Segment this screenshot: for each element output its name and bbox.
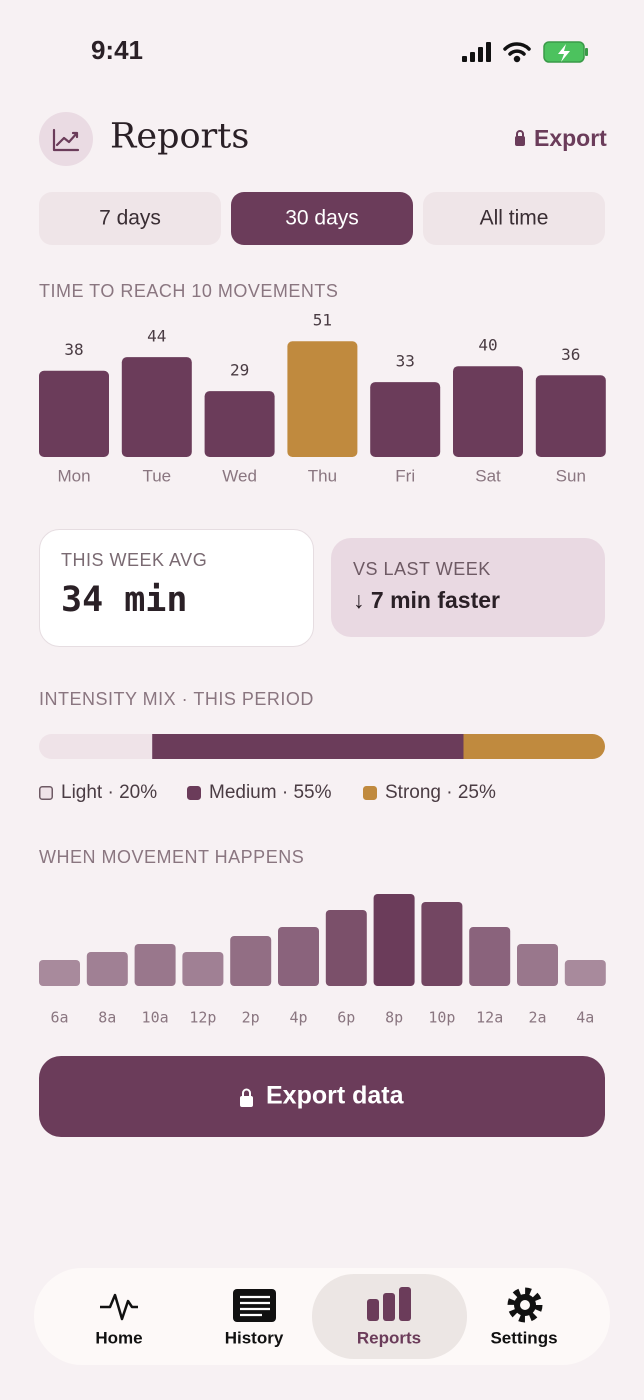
bar: [134, 944, 176, 986]
section-title: INTENSITY MIX · THIS PERIOD: [39, 689, 314, 709]
battery-icon: [543, 41, 588, 63]
reports-icon: [52, 128, 80, 152]
stat-label: THIS WEEK AVG: [61, 550, 207, 570]
bar: [517, 944, 558, 986]
tab[interactable]: [423, 192, 605, 245]
x-tick-label: 4a: [576, 1009, 594, 1027]
bar: [325, 910, 367, 986]
bar-segment: [39, 734, 153, 759]
stat-value: ↓ 7 min faster: [353, 587, 500, 613]
settings-icon: [507, 1287, 543, 1323]
x-tick-label: Fri: [395, 466, 415, 485]
tab-label[interactable]: 30 days: [285, 207, 359, 230]
export-link-text[interactable]: Export: [534, 125, 607, 151]
bar: [182, 952, 224, 986]
tab[interactable]: [231, 192, 413, 245]
bar-value-label: 29: [230, 361, 249, 380]
x-tick-label: 6p: [337, 1009, 355, 1027]
export-button[interactable]: Export data: [39, 1056, 605, 1137]
intensity-bar: [39, 734, 605, 759]
bar-value-label: 33: [396, 352, 415, 371]
bar-value-label: 40: [478, 336, 497, 355]
x-tick-label: 4p: [289, 1009, 307, 1027]
bar: [121, 357, 192, 457]
bar: [86, 952, 128, 986]
page-title: Reports: [110, 117, 249, 157]
bar: [230, 936, 272, 986]
nav-label[interactable]: History: [225, 1328, 284, 1347]
reports-tab-icon: [367, 1287, 411, 1321]
legend-swatch: [363, 786, 377, 800]
nav-label[interactable]: Reports: [357, 1328, 421, 1347]
bar: [564, 960, 606, 986]
x-tick-label: 10a: [142, 1009, 169, 1027]
section-title: TIME TO REACH 10 MOVEMENTS: [39, 281, 338, 301]
x-tick-label: Tue: [142, 466, 171, 485]
stat-label: VS LAST WEEK: [353, 559, 491, 579]
bar: [370, 382, 441, 457]
bar: [39, 960, 80, 986]
tab[interactable]: [39, 192, 221, 245]
bar: [469, 927, 511, 986]
bar: [373, 894, 415, 986]
status-time: 9:41: [91, 35, 143, 65]
x-tick-label: 10p: [428, 1009, 455, 1027]
legend-swatch: [39, 786, 53, 800]
legend-swatch: [187, 786, 201, 800]
bar-segment: [152, 734, 464, 759]
legend-label: Light · 20%: [61, 782, 157, 803]
bar: [287, 341, 358, 457]
tab-label[interactable]: 7 days: [99, 207, 161, 230]
x-tick-label: 2a: [528, 1009, 546, 1027]
nav-label[interactable]: Settings: [490, 1328, 557, 1347]
bar: [278, 927, 319, 986]
wifi-icon: [503, 42, 531, 63]
history-icon: [233, 1289, 276, 1322]
stat-card: [39, 529, 314, 647]
x-tick-label: Sat: [475, 466, 501, 485]
x-tick-label: Wed: [222, 466, 257, 485]
x-tick-label: 12a: [476, 1009, 503, 1027]
x-tick-label: 8p: [385, 1009, 403, 1027]
stat-card: [331, 538, 605, 637]
x-tick-label: 8a: [98, 1009, 116, 1027]
legend-label: Medium · 55%: [209, 782, 332, 803]
bar: [535, 375, 606, 457]
legend-label: Strong · 25%: [385, 782, 496, 803]
bar: [453, 366, 523, 457]
nav-label[interactable]: Home: [95, 1328, 142, 1347]
x-tick-label: 2p: [242, 1009, 260, 1027]
bar-value-label: 38: [64, 340, 83, 359]
bar-value-label: 51: [313, 311, 332, 330]
x-tick-label: 6a: [50, 1009, 68, 1027]
bar-value-label: 44: [147, 327, 166, 346]
bar: [204, 391, 275, 457]
x-tick-label: Thu: [308, 466, 337, 485]
x-tick-label: Sun: [556, 466, 586, 485]
home-icon: [100, 1293, 138, 1321]
export-link[interactable]: Export: [515, 125, 607, 151]
bar-value-label: 36: [561, 345, 580, 364]
signal-icon: [462, 42, 491, 62]
bar: [39, 370, 109, 457]
bar-segment: [463, 734, 605, 759]
bar: [421, 902, 463, 986]
tab-label[interactable]: All time: [480, 207, 549, 230]
x-tick-label: Mon: [57, 466, 90, 485]
section-title: WHEN MOVEMENT HAPPENS: [39, 847, 304, 867]
x-tick-label: 12p: [189, 1009, 216, 1027]
stat-value: 34 min: [61, 580, 187, 620]
export-button-text[interactable]: Export data: [266, 1082, 405, 1110]
